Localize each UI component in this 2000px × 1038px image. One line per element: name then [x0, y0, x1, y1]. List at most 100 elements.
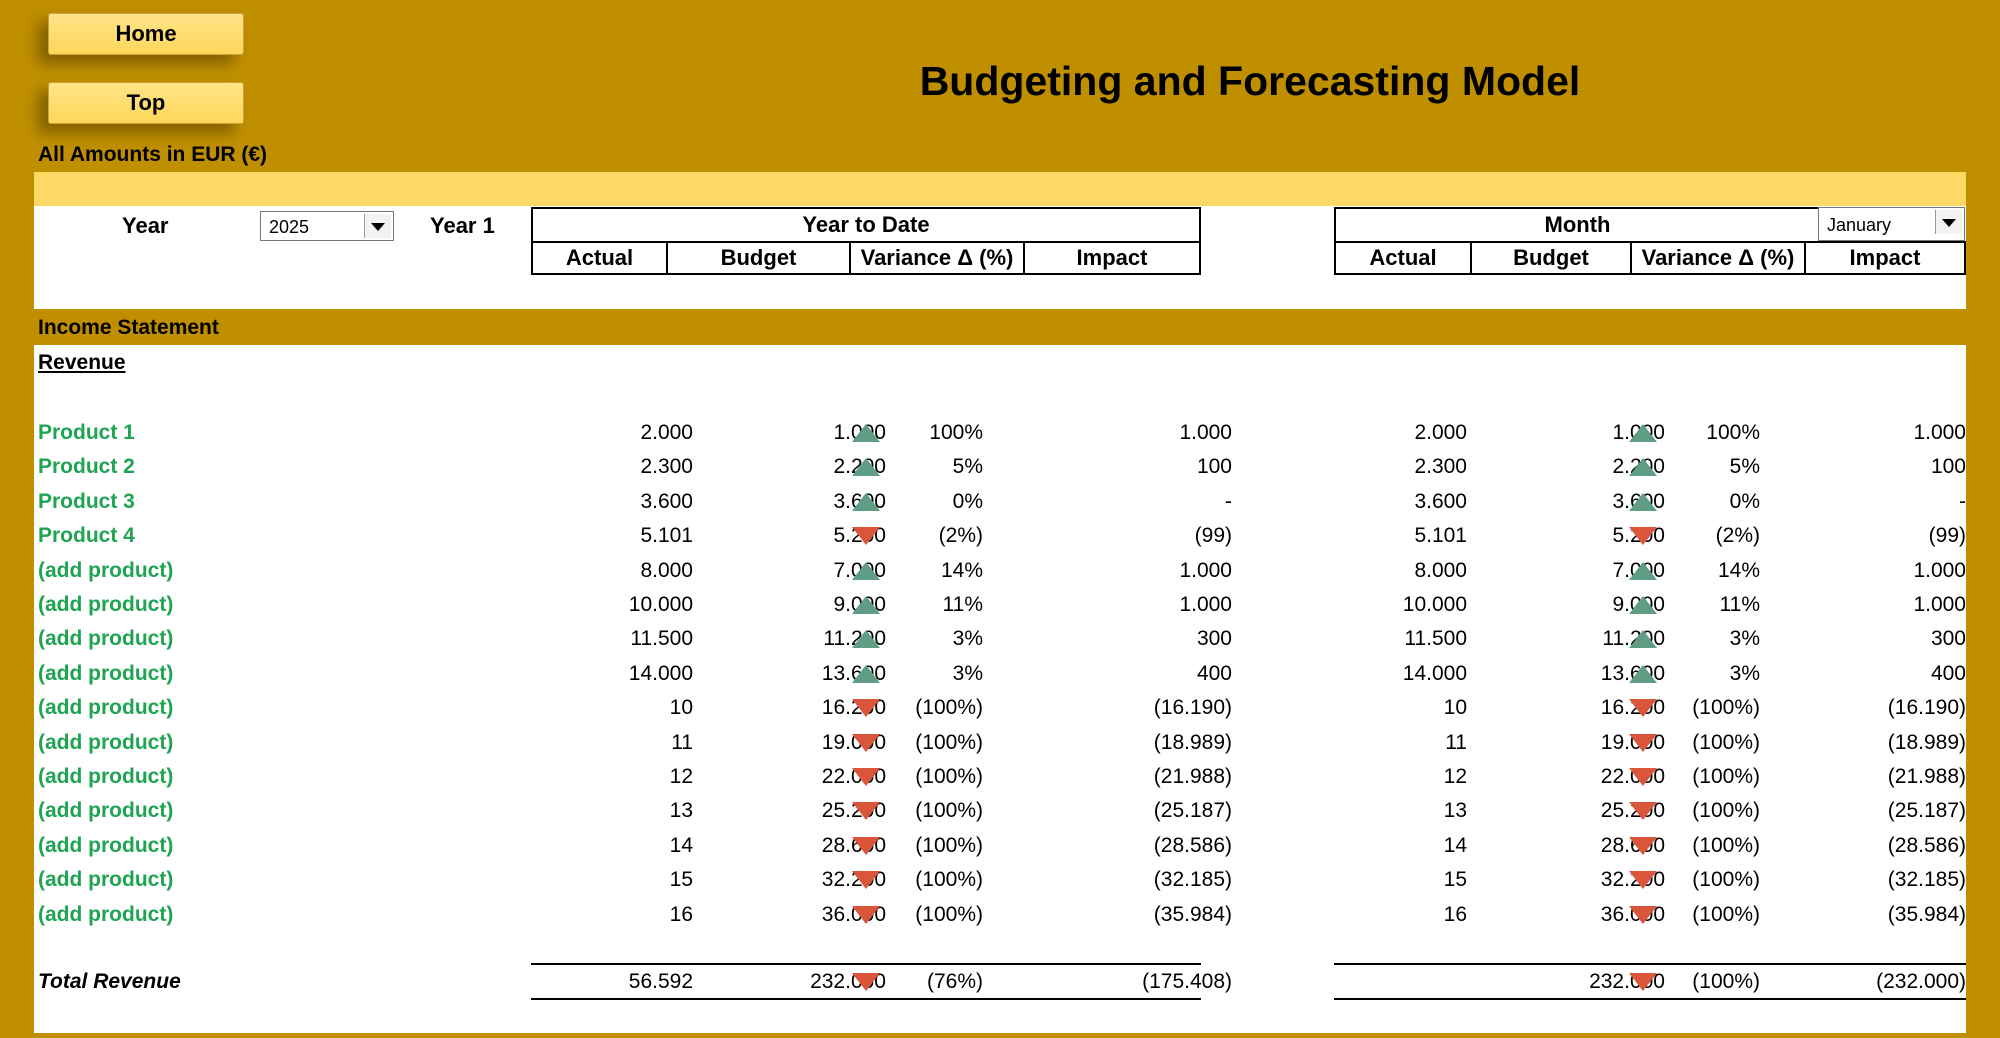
triangle-down-icon [852, 836, 880, 855]
month-actual-cell: 2.300 [1414, 455, 1467, 479]
triangle-up-icon [1629, 664, 1657, 683]
month-select-value: January [1827, 215, 1892, 235]
ytd-impact-cell: 400 [1196, 661, 1232, 685]
ytd-impact-cell: (35.984) [1153, 902, 1232, 926]
triangle-down-icon [852, 871, 880, 890]
ytd-var-cell: 100% [929, 421, 983, 444]
chevron-down-icon[interactable] [1935, 210, 1962, 234]
month-actual-cell: 14 [1443, 833, 1467, 857]
home-button[interactable]: Home [48, 13, 244, 55]
row-label[interactable]: (add product) [38, 558, 174, 582]
month-var-cell: 100% [1706, 421, 1760, 444]
row-label[interactable]: (add product) [38, 765, 174, 788]
triangle-up-icon [1629, 424, 1657, 442]
triangle-down-icon [852, 733, 880, 752]
ytd-var-cell: (100%) [915, 868, 983, 892]
row-label[interactable]: (add product) [38, 730, 174, 754]
year-select[interactable]: 2025 [260, 211, 394, 241]
month-var-cell: 0% [1729, 489, 1760, 513]
month-var-cell: (100%) [1692, 970, 1760, 993]
chevron-down-icon[interactable] [364, 214, 391, 238]
section-bar: Income Statement [34, 309, 1966, 345]
row-label[interactable]: (add product) [38, 661, 174, 685]
month-impact-cell: 100 [1930, 455, 1966, 479]
row-label[interactable]: (add product) [38, 627, 174, 651]
total-row: Total Revenue 56.592 232.000 (76%) (175.408)… [34, 965, 1966, 999]
ytd-impact-cell: (25.187) [1153, 799, 1232, 823]
month-actual-cell: 15 [1443, 868, 1467, 892]
month-col-variance: Variance Δ (%) [1630, 241, 1806, 275]
month-impact-cell: (32.185) [1887, 868, 1966, 892]
table-row: Product 1 2.000 1.000 100% 1.000 2.000 1.000 10… [34, 416, 1966, 450]
table-row: (add product) 11 19.000 (100%) (18.989) 11 19.… [34, 726, 1966, 760]
row-label[interactable]: (add product) [38, 833, 174, 857]
page-title: Budgeting and Forecasting Model [919, 58, 1581, 104]
month-impact-cell: 400 [1930, 661, 1966, 685]
month-var-cell: (100%) [1692, 730, 1760, 754]
triangle-down-icon [1629, 836, 1657, 855]
ytd-col-variance: Variance Δ (%) [849, 241, 1025, 275]
row-label[interactable]: (add product) [38, 902, 174, 926]
ytd-impact-cell: (21.988) [1153, 765, 1232, 788]
month-col-budget: Budget [1470, 241, 1632, 275]
month-select[interactable]: January [1818, 207, 1965, 241]
table-row: (add product) 12 22.000 (100%) (21.988) 12 22.… [34, 760, 1966, 794]
triangle-up-icon [852, 424, 880, 442]
month-actual-cell: 2.000 [1414, 421, 1467, 444]
row-label[interactable]: (add product) [38, 868, 174, 892]
ytd-impact-cell: (28.586) [1153, 833, 1232, 857]
triangle-down-icon [1629, 733, 1657, 752]
ytd-actual-cell: 14.000 [628, 661, 693, 685]
month-col-impact: Impact [1804, 241, 1966, 275]
table-row: (add product) 10 16.200 (100%) (16.190) 10 16.… [34, 691, 1966, 725]
triangle-down-icon [852, 802, 880, 821]
ytd-actual-cell: 15 [669, 868, 693, 892]
ytd-var-cell: (100%) [915, 833, 983, 857]
triangle-down-icon [1629, 527, 1657, 546]
ytd-impact-cell: 1.000 [1179, 558, 1232, 582]
triangle-down-icon [1629, 905, 1657, 924]
row-label[interactable]: (add product) [38, 799, 174, 823]
month-header: Month [1334, 207, 1821, 243]
row-label[interactable]: Product 2 [38, 455, 135, 479]
row-label[interactable]: (add product) [38, 593, 174, 616]
triangle-up-icon [852, 492, 880, 511]
month-impact-cell: (99) [1928, 524, 1966, 548]
ytd-actual-cell: 14 [669, 833, 693, 857]
triangle-down-icon [852, 699, 880, 718]
row-label[interactable]: Product 1 [38, 421, 135, 444]
month-impact-cell: (28.586) [1887, 833, 1966, 857]
ytd-impact-cell: 1.000 [1179, 421, 1232, 444]
row-label[interactable]: Product 4 [38, 524, 135, 548]
triangle-down-icon [852, 973, 880, 991]
top-button[interactable]: Top [48, 82, 244, 124]
ytd-impact-cell: 300 [1196, 627, 1232, 651]
row-label[interactable]: (add product) [38, 696, 174, 720]
month-actual-cell: 10 [1443, 696, 1467, 720]
ytd-var-cell: 11% [942, 593, 983, 616]
row-label[interactable]: Product 3 [38, 489, 135, 513]
year-label: Year [122, 213, 169, 238]
month-impact-cell: (232.000) [1876, 970, 1966, 993]
section-label: Income Statement [38, 316, 219, 339]
triangle-down-icon [1629, 973, 1657, 991]
triangle-up-icon [1629, 492, 1657, 511]
ytd-var-cell: (100%) [915, 730, 983, 754]
ytd-actual-cell: 3.600 [640, 489, 693, 513]
ytd-col-impact: Impact [1023, 241, 1201, 275]
ytd-var-cell: (100%) [915, 799, 983, 823]
ytd-actual-cell: 10 [669, 696, 693, 720]
month-actual-cell: 12 [1443, 765, 1467, 788]
ytd-impact-cell: (18.989) [1153, 730, 1232, 754]
ytd-impact-cell: - [1225, 489, 1232, 513]
total-top-border [531, 963, 1201, 965]
table-row: Product 2 2.300 2.200 5% 100 2.300 2.200 5% 100 [34, 450, 1966, 484]
triangle-up-icon [852, 596, 880, 614]
table-row: (add product) 8.000 7.000 14% 1.000 8.000 7.00… [34, 554, 1966, 588]
total-bottom-border [1334, 998, 1966, 1000]
ytd-impact-cell: (99) [1194, 524, 1232, 548]
month-impact-cell: 300 [1930, 627, 1966, 651]
month-actual-cell: 8.000 [1414, 558, 1467, 582]
ytd-actual-cell: 12 [669, 765, 693, 788]
month-impact-cell: (25.187) [1887, 799, 1966, 823]
